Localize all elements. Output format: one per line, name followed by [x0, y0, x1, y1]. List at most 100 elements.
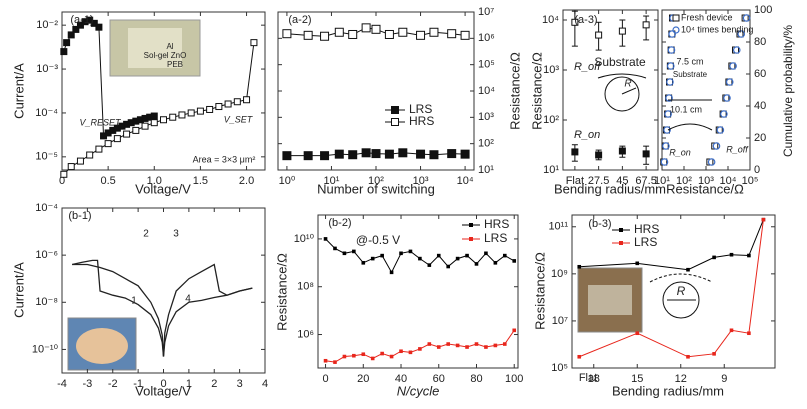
data-point — [303, 151, 313, 161]
data-point — [446, 342, 450, 346]
data-point — [67, 163, 75, 171]
data-point — [399, 349, 403, 354]
data-point — [668, 30, 676, 38]
inset-text-peb: PEB — [167, 60, 183, 69]
data-point — [342, 251, 347, 256]
bias-label: @-0.5 V — [356, 233, 400, 247]
data-point — [447, 149, 457, 159]
x-tick-label: 18 — [588, 373, 600, 385]
vset-label: V_SET — [224, 114, 254, 124]
legend-label: HRS — [484, 217, 509, 231]
data-point — [150, 119, 158, 127]
data-point — [642, 150, 650, 158]
y-tick-label: 10⁸ — [297, 281, 314, 293]
data-point — [571, 148, 579, 156]
data-point — [663, 126, 671, 134]
data-point — [178, 111, 186, 119]
arrow-label-2: 2 — [143, 229, 149, 240]
y-tick-label: 10⁵ — [551, 362, 568, 374]
data-point — [361, 23, 371, 33]
data-point — [90, 19, 98, 27]
data-point — [233, 98, 241, 106]
x-axis-label: Resistance/Ω — [666, 181, 744, 196]
roff-label: R_off — [574, 61, 601, 73]
data-point — [113, 135, 121, 143]
data-point — [334, 149, 344, 159]
x-axis-label: N/cycle — [397, 383, 440, 398]
data-point — [666, 62, 675, 70]
area-label: Area = 3×3 μm² — [193, 154, 256, 164]
x-tick-label: 45 — [616, 175, 628, 187]
data-point — [747, 331, 751, 336]
data-point — [389, 354, 394, 359]
y-axis-label: Resistance/Ω — [507, 52, 522, 130]
x-tick-label: 60 — [433, 373, 445, 385]
data-point — [352, 353, 356, 358]
y-tick-label: 10⁴ — [478, 85, 495, 97]
data-point — [370, 356, 375, 361]
plot-frame — [562, 9, 659, 171]
x-tick-label: Flat — [566, 175, 584, 187]
data-point — [502, 342, 507, 346]
x-tick-label: 10⁴ — [720, 175, 737, 187]
substrate-arc — [597, 73, 647, 79]
legend-marker — [672, 26, 680, 34]
data-point — [595, 151, 603, 159]
data-point — [686, 267, 690, 272]
data-point — [187, 109, 195, 117]
data-point — [429, 27, 439, 37]
data-point — [95, 145, 103, 153]
y-tick-label: 80 — [754, 36, 766, 48]
x-tick-label: 2 — [211, 378, 217, 390]
y-axis-label: Current/A — [11, 262, 26, 318]
data-point — [474, 262, 479, 266]
y-tick-label: 10³ — [478, 111, 494, 123]
data-point — [123, 130, 131, 138]
data-point — [436, 345, 441, 349]
x-tick-label: -4 — [57, 378, 67, 390]
data-point — [493, 261, 498, 265]
data-point — [729, 328, 734, 333]
data-point — [742, 14, 751, 22]
x-tick-label: 1.5 — [193, 175, 208, 187]
x-tick-label: 10¹ — [654, 175, 670, 187]
data-point — [380, 351, 384, 356]
y-tick-label: 20 — [754, 132, 766, 144]
x-tick-label: 10¹ — [324, 175, 340, 187]
data-point — [250, 39, 258, 47]
data-point — [370, 256, 375, 261]
x-tick-label: 0 — [160, 378, 166, 390]
bend-circle — [604, 76, 640, 112]
data-point — [512, 328, 517, 333]
x-tick-label: 0 — [59, 175, 65, 187]
y-axis-label: Resistance/Ω — [274, 253, 289, 331]
y-tick-label: 10⁵ — [478, 59, 495, 71]
substrate-label: Substrate — [594, 55, 646, 69]
data-point — [493, 343, 498, 348]
data-point — [418, 256, 422, 261]
data-point — [141, 122, 149, 130]
data-point — [389, 270, 394, 275]
x-axis-label: Number of switching — [317, 181, 435, 196]
data-point — [712, 142, 721, 150]
data-point — [512, 259, 517, 263]
panel-label: (b-2) — [328, 217, 351, 229]
inset-photo-sample — [588, 285, 632, 315]
data-point — [618, 27, 626, 35]
data-point — [729, 62, 737, 70]
data-point — [132, 126, 140, 134]
data-point — [348, 29, 358, 39]
x-tick-label: 10² — [676, 175, 692, 187]
x-tick-label: 3 — [237, 378, 243, 390]
y-tick-label: 10⁻¹⁰ — [32, 343, 59, 355]
data-point — [635, 331, 640, 336]
y-tick-label: 10² — [543, 114, 559, 126]
legend-marker — [619, 228, 623, 232]
data-point — [707, 158, 716, 166]
data-point — [474, 342, 479, 346]
data-point — [60, 170, 68, 178]
y-tick-label: 10⁷ — [478, 6, 494, 18]
x-axis-label: Bending radius/mm — [554, 181, 666, 196]
data-point — [665, 94, 673, 102]
data-point — [418, 347, 422, 351]
